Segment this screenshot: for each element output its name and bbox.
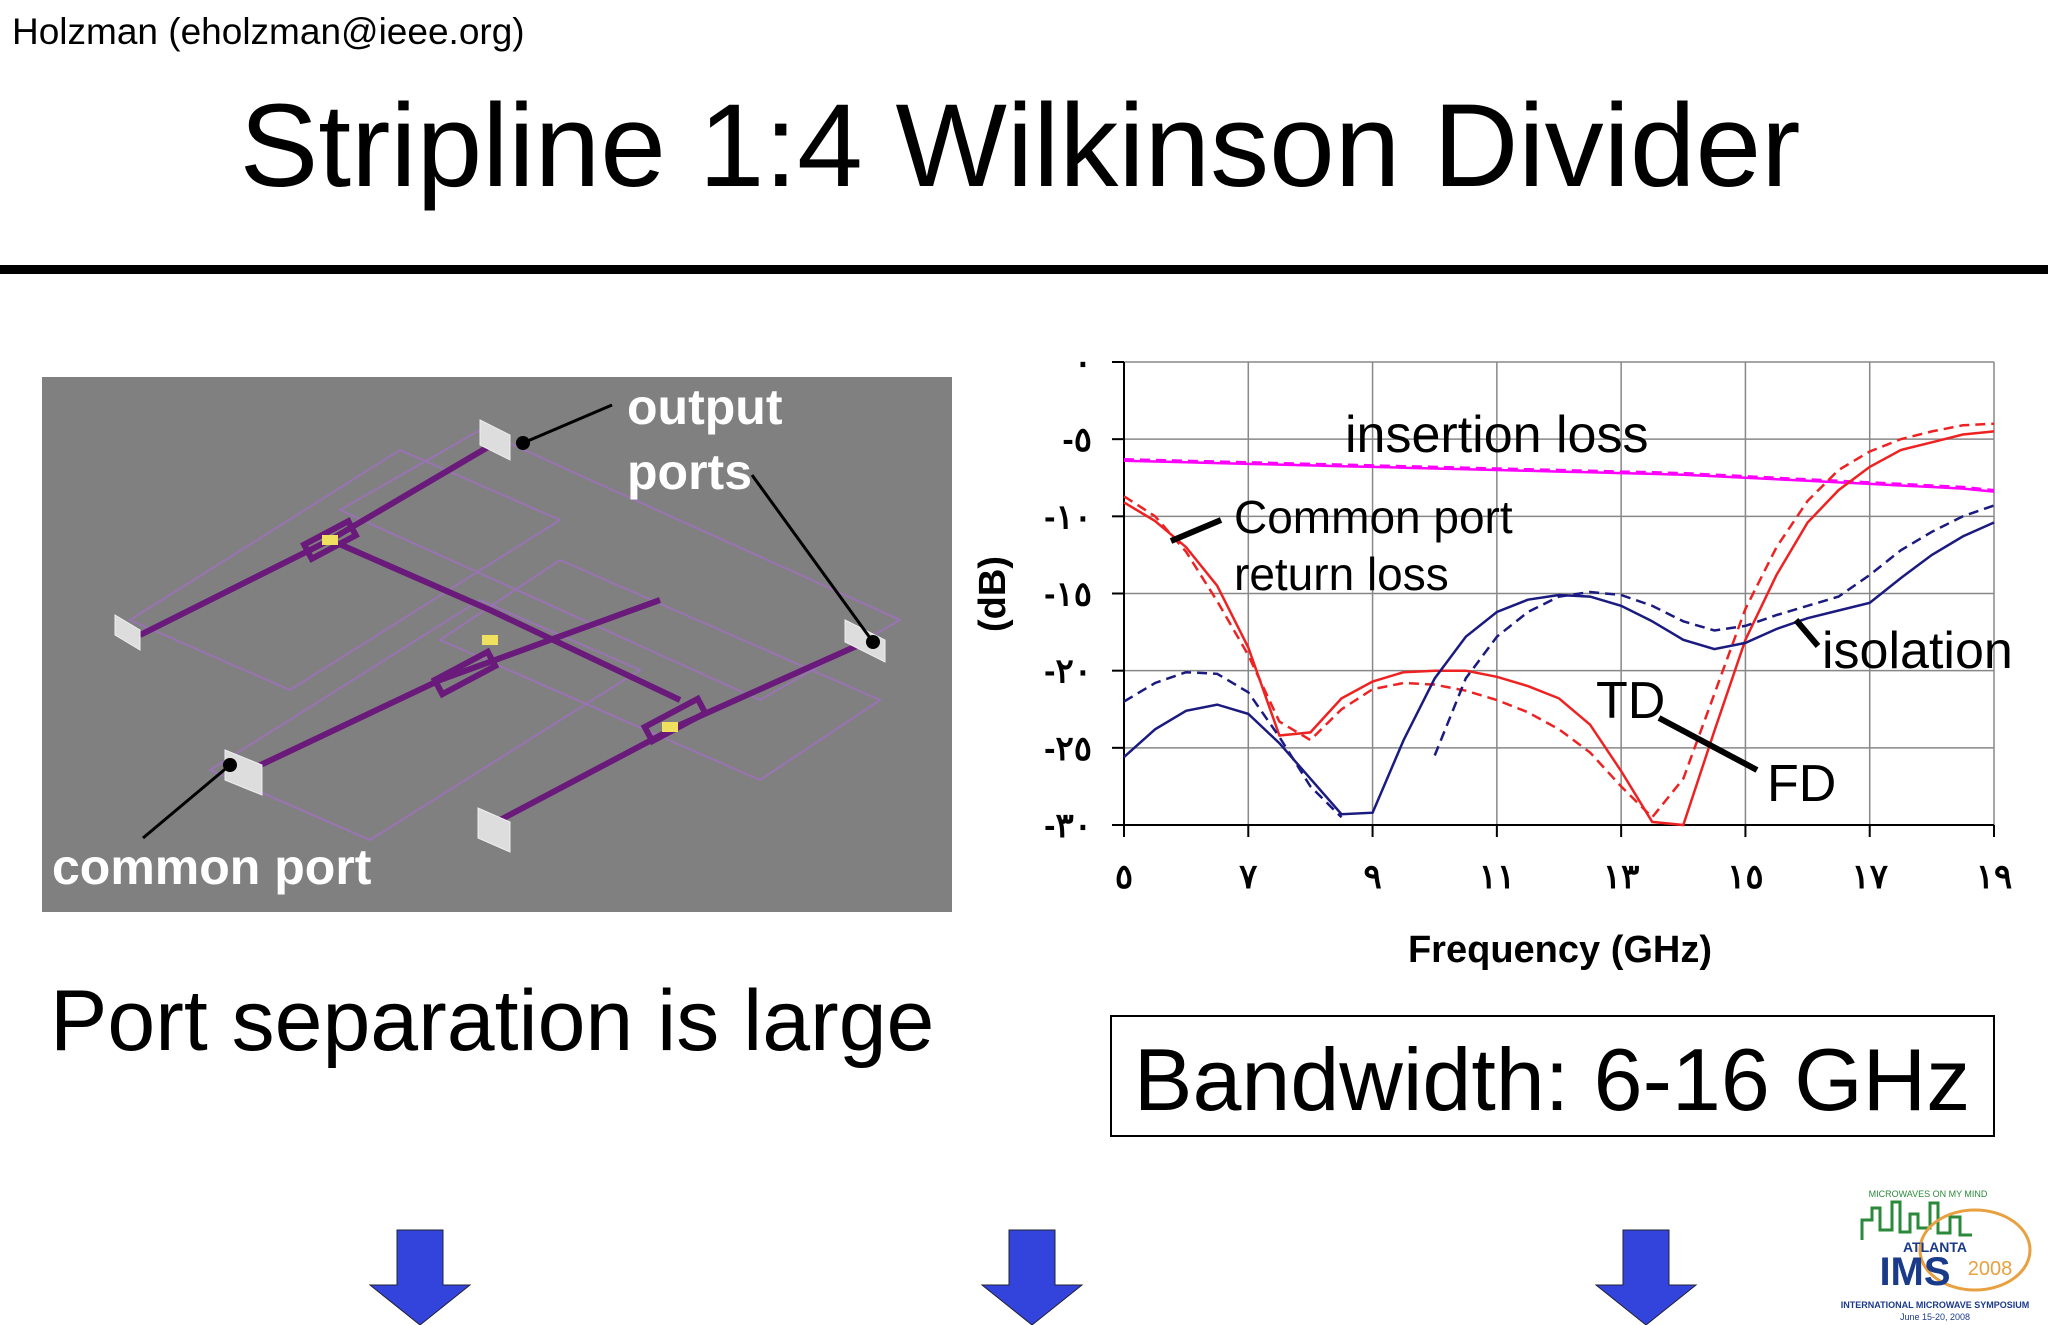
x-tick-label: ١٧ [1851,858,1888,896]
annotation: FD [1767,755,1836,813]
leader-line [1657,715,1759,773]
y-axis-label: (dB) [972,556,1014,632]
x-axis-label: Frequency (GHz) [1408,929,1712,971]
x-tick-label: ١٥ [1727,858,1764,896]
annotation: Common port [1234,491,1513,543]
y-tick-label: -٥ [1062,421,1092,459]
x-tick-label: ١١ [1479,858,1516,896]
chart: ٠ -٥ -١٠ -١٥ -٢٠ -٢٥ -٣٠ ٥ ٧ ٩ ١١ ١٣ ١٥ ١٧ ١٩ Frequency… [972,344,2013,971]
figure-label: common port [52,839,372,895]
logo-text: ATLANTA [1903,1239,1967,1255]
author: Holzman (eholzman@ieee.org) [12,11,525,52]
logo-text: MICROWAVES ON MY MIND [1869,1189,1988,1199]
bandwidth-box [1110,1015,1995,1137]
left-text: Port separation is large [50,973,934,1069]
series-line [1123,430,1995,827]
logo-text: INTERNATIONAL MICROWAVE SYMPOSIUM [1841,1300,2030,1310]
x-tick-label: ٧ [1239,858,1258,896]
y-tick-label: -١٠ [1044,498,1092,536]
bandwidth-text: Bandwidth: 6-16 GHz [1134,1030,1970,1129]
arrows [368,1229,1698,1325]
x-tick-label: ١٣ [1603,858,1640,896]
y-tick-label: -٢٥ [1044,730,1092,768]
x-tick-label: ١٩ [1976,858,2013,896]
annotation: return loss [1234,548,1449,600]
y-tick-label: -٢٠ [1044,653,1092,691]
figure-label: output [627,379,783,435]
y-tick-label: -٣٠ [1044,807,1092,845]
logo-text: 2008 [1968,1258,2013,1280]
figure-label: ports [627,444,752,500]
series-line [1123,459,1995,493]
rule [0,265,2048,274]
annotation: insertion loss [1345,406,1648,464]
leader-line [1793,618,1821,648]
series-line [1123,504,1995,819]
annotation: isolation [1822,622,2013,680]
y-tick-label: -١٥ [1044,576,1092,614]
circuit-figure: output ports common port [42,377,952,912]
logo-text: IMS [1879,1250,1950,1294]
y-tick-label: ٠ [1074,344,1092,382]
leader-line [1169,517,1223,544]
logo-text: June 15-20, 2008 [1900,1312,1970,1322]
annotation: TD [1596,672,1665,730]
x-tick-label: ٩ [1363,858,1381,896]
x-tick-label: ٥ [1115,858,1133,896]
logo: MICROWAVES ON MY MIND ATLANTA IMS 2008 I… [1841,1189,2032,1322]
title: Stripline 1:4 Wilkinson Divider [240,80,1801,212]
series-line [1123,521,1995,816]
